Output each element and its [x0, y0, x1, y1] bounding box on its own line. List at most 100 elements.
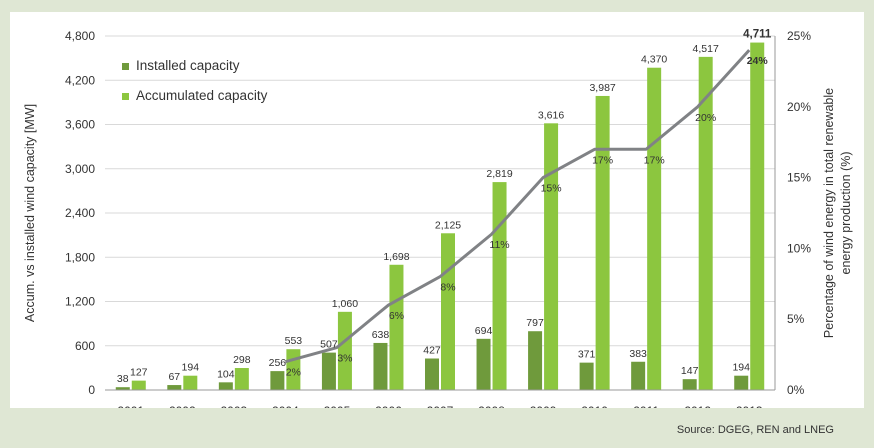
legend: Installed capacity Accumulated capacity [122, 58, 268, 103]
bar-installed-capacity [270, 371, 285, 390]
y2-tick-label: 0% [787, 383, 805, 397]
label-percentage: 20% [695, 112, 716, 124]
bar-installed-capacity [528, 331, 543, 390]
bar-installed-capacity [373, 342, 388, 390]
y2-axis-title-line2: energy production (%) [839, 152, 853, 275]
label-accumulated-capacity: 3,616 [538, 109, 564, 121]
label-percentage: 17% [644, 154, 665, 166]
bar-installed-capacity [321, 352, 336, 390]
x-tick-label: 2006 [375, 404, 402, 408]
bar-accumulated-capacity [750, 42, 765, 390]
x-tick-label: 2003 [220, 404, 247, 408]
bar-installed-capacity [631, 361, 646, 390]
bar-accumulated-capacity [698, 56, 713, 391]
bar-accumulated-capacity [337, 311, 352, 390]
legend-label: Accumulated capacity [136, 88, 268, 103]
bar-installed-capacity [579, 362, 594, 390]
label-accumulated-capacity: 3,987 [589, 82, 615, 94]
label-percentage: 6% [389, 310, 404, 322]
bar-accumulated-capacity [647, 67, 662, 391]
bar-accumulated-capacity [234, 368, 249, 390]
label-percentage: 11% [489, 239, 509, 251]
y-tick-label: 0 [88, 383, 95, 397]
label-installed-capacity: 38 [117, 373, 129, 385]
y2-tick-label: 10% [787, 241, 811, 255]
bar-installed-capacity [476, 338, 491, 390]
label-installed-capacity: 256 [269, 357, 287, 369]
x-tick-label: 2005 [324, 404, 351, 408]
percentage-line [284, 49, 751, 364]
label-accumulated-capacity: 4,370 [641, 54, 667, 66]
label-percentage: 15% [541, 183, 562, 195]
label-installed-capacity: 194 [732, 362, 750, 374]
y-tick-label: 3,000 [65, 162, 95, 176]
bar-accumulated-capacity [544, 123, 559, 390]
bar-accumulated-capacity [441, 233, 455, 390]
bars [115, 42, 765, 391]
label-installed-capacity: 694 [475, 325, 493, 337]
y2-tick-label: 20% [787, 100, 811, 114]
legend-label: Installed capacity [136, 58, 240, 73]
label-installed-capacity: 507 [320, 339, 338, 351]
label-accumulated-capacity: 1,060 [332, 298, 358, 310]
y-tick-label: 4,800 [65, 29, 95, 43]
label-percentage: 17% [592, 154, 613, 166]
bar-installed-capacity [167, 385, 182, 390]
bar-accumulated-capacity [131, 380, 146, 390]
x-tick-label: 2012 [684, 404, 711, 408]
bar-accumulated-capacity [183, 375, 198, 390]
x-tick-label: 2007 [427, 404, 454, 408]
grid-lines [105, 35, 775, 391]
label-installed-capacity: 638 [372, 329, 390, 341]
x-tick-label: 2011 [633, 404, 659, 408]
bar-installed-capacity [734, 375, 749, 390]
source-note: Source: DGEG, REN and LNEG [676, 424, 834, 436]
bar-installed-capacity [425, 358, 439, 390]
y-tick-label: 3,600 [65, 118, 95, 132]
label-percentage: 8% [440, 282, 455, 294]
legend-swatch [122, 63, 129, 70]
label-accumulated-capacity: 298 [233, 354, 251, 366]
y-tick-label: 1,200 [65, 295, 95, 309]
x-tick-label: 2010 [581, 404, 608, 408]
label-percentage: 24% [747, 55, 769, 67]
x-tick-label: 2008 [478, 404, 505, 408]
label-percentage: 2% [286, 367, 301, 379]
label-installed-capacity: 67 [168, 371, 180, 383]
label-installed-capacity: 371 [578, 349, 596, 361]
bar-installed-capacity [682, 379, 697, 390]
label-installed-capacity: 147 [681, 365, 699, 377]
y-tick-label: 2,400 [65, 206, 95, 220]
y-tick-label: 600 [75, 339, 95, 353]
label-accumulated-capacity: 2,125 [435, 219, 461, 231]
bar-accumulated-capacity [595, 95, 610, 391]
label-installed-capacity: 797 [526, 317, 544, 329]
x-tick-label: 2002 [169, 404, 196, 408]
chart-panel: 38 127 67 194 104 298 256 553 507 1,060 638 1,698 42… [10, 12, 864, 418]
bar-installed-capacity [115, 387, 130, 390]
label-installed-capacity: 104 [217, 368, 235, 380]
y2-axis-title-line1: Percentage of wind energy in total renew… [822, 88, 836, 338]
legend-swatch [122, 93, 129, 100]
label-accumulated-capacity: 1,698 [383, 251, 409, 263]
percentage-line-path [284, 49, 751, 364]
x-tick-label: 2009 [530, 404, 557, 408]
y2-tick-label: 15% [787, 171, 811, 185]
label-accumulated-capacity: 553 [285, 335, 303, 347]
label-percentage: 3% [337, 353, 352, 365]
bar-installed-capacity [218, 382, 233, 390]
label-accumulated-capacity: 194 [182, 362, 200, 374]
label-accumulated-capacity: 4,517 [693, 43, 719, 55]
label-accumulated-capacity: 127 [130, 367, 148, 379]
label-accumulated-capacity: 2,819 [486, 168, 512, 180]
bar-accumulated-capacity [389, 264, 404, 390]
y-tick-label: 4,200 [65, 73, 95, 87]
y2-tick-label: 5% [787, 312, 805, 326]
bar-accumulated-capacity [492, 182, 507, 390]
y-axis-title: Accum. vs installed wind capacity [MW] [23, 104, 37, 322]
